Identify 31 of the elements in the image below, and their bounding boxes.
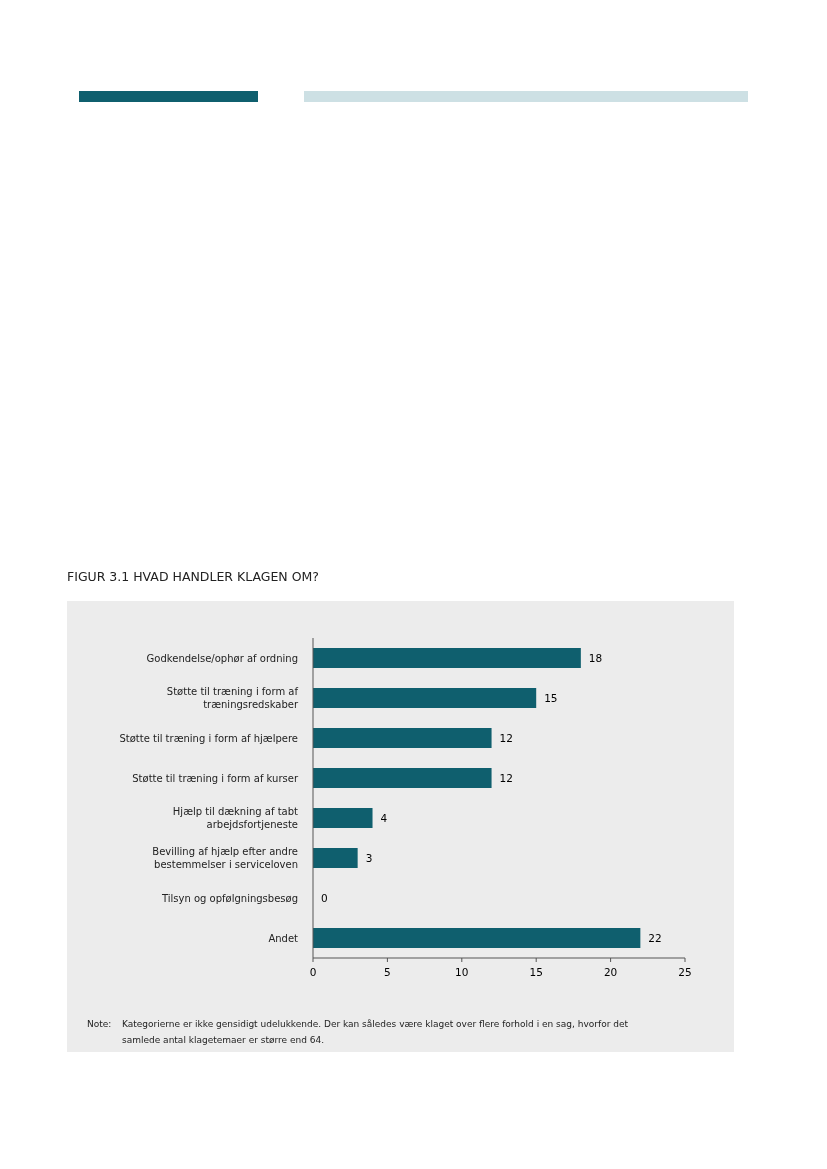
x-tick-label: 25 [678, 966, 692, 978]
data-label: 3 [365, 851, 373, 864]
y-tick-label: Godkendelse/ophør af ordning [146, 652, 298, 664]
bar [313, 728, 492, 748]
y-tick-label: Støtte til træning i form af hjælpere [119, 732, 298, 744]
x-tick-label: 10 [455, 966, 469, 978]
data-label: 12 [499, 731, 513, 744]
x-tick-label: 15 [529, 966, 543, 978]
data-label: 4 [380, 811, 388, 824]
data-label: 12 [499, 771, 513, 784]
y-tick-label: Støtte til træning i form af kurser [132, 772, 299, 784]
data-label: 15 [544, 691, 558, 704]
x-tick-label: 5 [384, 966, 391, 978]
bar [313, 928, 641, 948]
y-tick-label: Andet [268, 932, 299, 944]
bar [313, 848, 358, 868]
x-tick-label: 20 [603, 966, 618, 978]
y-tick-label: Bevilling af hjælp efter andre bestemmelser i serviceloven [152, 846, 298, 870]
bar [313, 648, 581, 668]
bar [313, 688, 537, 708]
data-label: 0 [321, 891, 328, 904]
y-tick-label: Støtte til træning i form af træningsredskaber [166, 686, 299, 710]
data-label: 18 [588, 651, 603, 664]
bar [313, 808, 373, 828]
x-tick-label: 0 [309, 966, 317, 978]
y-tick-label: Tilsyn og opfølgningsbesøg [160, 892, 298, 904]
data-label: 22 [648, 931, 662, 944]
text: FIGUR 3.1 HVAD HANDLER KLAGEN OM? [67, 569, 319, 584]
text: Note: Kategorierne er ikke gensidigt udelukkende. Der kan således være klaget over flere forhold i en sag, hvorfor det samlede antal klagetemaer er større end 64. [87, 1019, 629, 1045]
bar [313, 768, 492, 788]
y-tick-label: Hjælp til dækning af tabt arbejdsfortjeneste [172, 806, 299, 830]
